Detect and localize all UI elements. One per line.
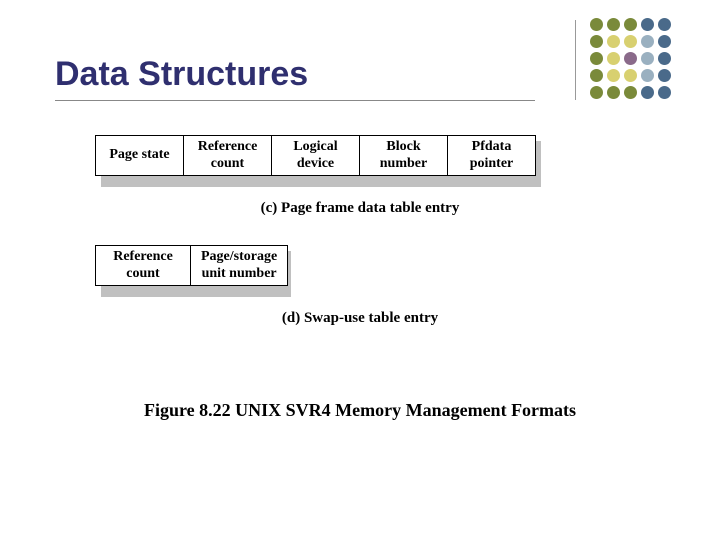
table-cell: Blocknumber	[360, 136, 448, 176]
decorative-dot	[641, 52, 654, 65]
decorative-dot	[607, 52, 620, 65]
decorative-dot	[590, 86, 603, 99]
decorative-dot	[658, 18, 671, 31]
caption-d: (d) Swap-use table entry	[0, 310, 720, 327]
decorative-dot	[607, 69, 620, 82]
table-cell: Pfdatapointer	[448, 136, 536, 176]
decorative-dot	[590, 18, 603, 31]
title-underline	[55, 100, 535, 101]
table-c-wrap: Page stateReferencecountLogicaldeviceBlo…	[95, 135, 536, 176]
decorative-dot-grid	[590, 18, 671, 99]
table-d-wrap: ReferencecountPage/storageunit number	[95, 245, 288, 286]
caption-c: (c) Page frame data table entry	[0, 200, 720, 217]
decorative-dot	[658, 35, 671, 48]
decorative-dot	[607, 18, 620, 31]
decorative-dot	[624, 86, 637, 99]
decorative-dot	[641, 35, 654, 48]
decorative-dot	[590, 35, 603, 48]
decorative-dot	[641, 69, 654, 82]
table-cell: Referencecount	[184, 136, 272, 176]
decorative-dot	[658, 86, 671, 99]
decorative-dot	[624, 52, 637, 65]
decorative-dot	[607, 35, 620, 48]
decorative-dot	[624, 35, 637, 48]
decorative-dot	[641, 18, 654, 31]
decorative-dot	[658, 52, 671, 65]
table-cell: Page state	[96, 136, 184, 176]
decorative-dot	[607, 86, 620, 99]
decorative-dot	[658, 69, 671, 82]
table-cell: Logicaldevice	[272, 136, 360, 176]
swap-use-table: ReferencecountPage/storageunit number	[95, 245, 288, 286]
table-cell: Referencecount	[96, 246, 191, 286]
decorative-dot	[590, 69, 603, 82]
decorative-vertical-line	[575, 20, 576, 100]
page-frame-data-table: Page stateReferencecountLogicaldeviceBlo…	[95, 135, 536, 176]
decorative-dot	[641, 86, 654, 99]
decorative-dot	[624, 18, 637, 31]
figure-caption: Figure 8.22 UNIX SVR4 Memory Management …	[0, 400, 720, 421]
decorative-dot	[590, 52, 603, 65]
decorative-dot	[624, 69, 637, 82]
slide-title: Data Structures	[55, 55, 308, 94]
table-cell: Page/storageunit number	[191, 246, 288, 286]
